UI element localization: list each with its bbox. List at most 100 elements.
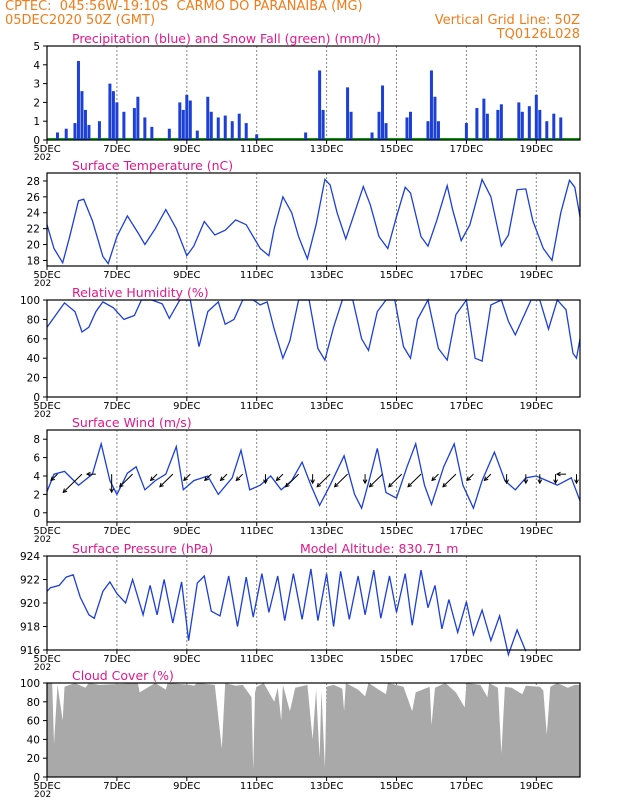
precip-bar <box>244 123 248 140</box>
y-tick-label: 4 <box>33 60 40 72</box>
x-tick-label: 7DEC <box>103 654 130 665</box>
x-tick-label: 13DEC <box>310 781 344 792</box>
wind-arrow-head <box>284 482 290 488</box>
x-tick-label: 11DEC <box>240 781 274 792</box>
y-tick-label: 922 <box>20 575 40 587</box>
wind-arrow <box>407 473 422 488</box>
wind-arrow-head <box>85 471 91 477</box>
x-tick-label: 5DEC <box>33 781 60 792</box>
y-tick-label: 20 <box>27 240 40 252</box>
precip-bar <box>115 102 119 140</box>
x-tick-label: 11DEC <box>240 144 274 155</box>
wind-arrow <box>334 473 348 488</box>
header-line1: CPTEC: 045:56W-19:10S CARMO DO PARANAIBA… <box>5 0 363 14</box>
wind-arrow-head <box>219 476 225 482</box>
x-tick-label: 11DEC <box>240 654 274 665</box>
y-tick-label: 0 <box>33 135 40 147</box>
precip-bar <box>87 124 91 140</box>
y-tick-label: 24 <box>27 208 41 220</box>
wind-arrow-head <box>555 471 561 477</box>
precip-bar <box>237 113 241 140</box>
rh-line <box>46 298 581 363</box>
y-tick-label: 28 <box>27 176 40 188</box>
x-tick-label: 11DEC <box>240 526 274 537</box>
precip-bar <box>349 111 353 140</box>
wind-arrow-head <box>362 479 368 485</box>
precip-bar <box>206 96 210 140</box>
x-tick-label: 9DEC <box>173 654 200 665</box>
y-tick-label: 40 <box>27 353 40 365</box>
wind-arrow-head <box>504 479 509 485</box>
wind-arrow <box>119 473 133 488</box>
precip-bar <box>429 70 433 140</box>
wind-arrow-head <box>537 479 543 485</box>
precip-bar <box>230 121 234 140</box>
x-tick-label: 19DEC <box>519 781 553 792</box>
precip-bar <box>185 94 189 140</box>
x-tick-label: 17DEC <box>450 270 484 281</box>
wind-arrow <box>220 473 228 481</box>
panel-extra-title: Model Altitude: 830.71 m <box>300 541 458 556</box>
header-code: TQ0126L028 <box>496 27 580 42</box>
wind-arrow-head <box>553 479 558 485</box>
x-tick-label: 15DEC <box>380 654 414 665</box>
wind-arrow <box>484 473 492 481</box>
precip-bar <box>321 109 325 140</box>
precip-bar <box>520 111 524 140</box>
x-tick-label: 13DEC <box>310 270 344 281</box>
panel-frame <box>46 299 581 398</box>
x-tick-label: 7DEC <box>103 270 130 281</box>
y-tick-label: 918 <box>20 622 40 634</box>
y-tick-label: 0 <box>33 392 40 404</box>
panel-frame <box>46 555 581 651</box>
precip-bar <box>538 109 542 140</box>
wind-arrow-head <box>388 482 393 488</box>
precip-bar <box>534 94 538 140</box>
y-tick-label: 60 <box>27 716 40 728</box>
wind-arrow-head <box>316 482 322 488</box>
x-tick-label: 5DEC <box>33 270 60 281</box>
precip-bar <box>195 130 199 140</box>
wind-arrow <box>204 473 212 481</box>
wind-arrow-head <box>149 476 155 482</box>
precip-bar <box>318 70 322 140</box>
precip-bar <box>83 109 87 140</box>
precip-bar <box>55 132 59 140</box>
x-tick-label: 11DEC <box>240 270 274 281</box>
wind-arrow-head <box>159 482 164 488</box>
wind-arrow <box>50 473 58 481</box>
x-year-label: 202 <box>34 153 51 163</box>
precip-bar <box>97 121 101 140</box>
y-tick-label: 60 <box>27 334 40 346</box>
wind-arrow <box>431 473 439 481</box>
y-tick-label: 5 <box>33 41 40 53</box>
y-tick-label: 80 <box>27 314 40 326</box>
precip-bar <box>436 121 440 140</box>
wind-arrow-head <box>235 476 241 482</box>
wind-arrow-head <box>407 482 413 488</box>
wind-arrow <box>183 473 191 481</box>
precip-bar <box>405 117 409 140</box>
y-tick-label: 3 <box>33 79 40 91</box>
x-tick-label: 15DEC <box>380 781 414 792</box>
x-tick-label: 13DEC <box>310 526 344 537</box>
x-year-label: 202 <box>34 279 51 289</box>
precip-bar <box>150 126 154 140</box>
wind-arrow <box>276 473 284 481</box>
y-tick-label: 920 <box>20 598 40 610</box>
x-year-label: 202 <box>34 663 51 673</box>
x-tick-label: 17DEC <box>450 526 484 537</box>
panel-frame <box>46 429 581 523</box>
x-tick-label: 9DEC <box>173 401 200 412</box>
wind-arrow <box>466 473 474 481</box>
y-tick-label: 8 <box>33 434 40 446</box>
panel-title: Precipitation (blue) and Snow Fall (gree… <box>72 31 381 46</box>
wind-arrow <box>388 473 403 488</box>
wind-arrow-head <box>263 479 268 485</box>
x-tick-label: 15DEC <box>380 144 414 155</box>
wind-arrow <box>442 473 457 488</box>
wind-arrow-head <box>310 479 315 485</box>
y-tick-label: 100 <box>20 295 40 307</box>
x-tick-label: 19DEC <box>519 526 553 537</box>
